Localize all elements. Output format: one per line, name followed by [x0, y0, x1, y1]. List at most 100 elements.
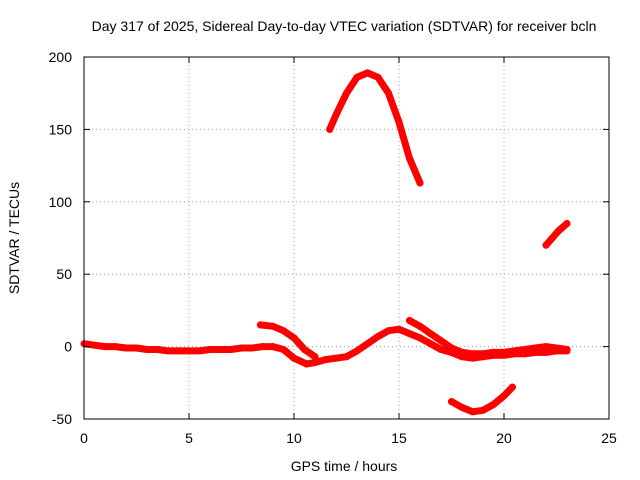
data-point — [385, 89, 392, 97]
data-point — [332, 354, 340, 362]
chart-title: Day 317 of 2025, Sidereal Day-to-day VTE… — [92, 18, 597, 34]
data-point — [112, 343, 119, 351]
data-point — [101, 343, 109, 351]
y-tick-label: 50 — [56, 266, 72, 282]
data-point — [416, 179, 424, 187]
data-point — [238, 344, 245, 352]
grid-layer — [84, 57, 609, 419]
data-point — [548, 234, 556, 242]
data-point — [353, 73, 361, 81]
data-point — [500, 348, 508, 356]
data-point — [280, 346, 287, 353]
data-point — [385, 327, 392, 335]
x-tick-label: 15 — [391, 430, 407, 446]
data-point — [469, 350, 476, 358]
data-point — [364, 340, 371, 348]
y-tick-label: 100 — [49, 194, 73, 210]
data-point — [490, 401, 497, 408]
data-point — [469, 408, 476, 416]
data-point — [511, 347, 518, 355]
data-point — [427, 340, 434, 348]
data-point — [143, 346, 151, 353]
data-point — [311, 359, 319, 366]
data-point — [458, 348, 466, 356]
data-point — [301, 346, 308, 353]
data-point — [343, 353, 350, 361]
series-layer — [80, 69, 571, 416]
data-point — [133, 344, 140, 352]
data-point — [269, 322, 277, 330]
data-point — [343, 89, 350, 97]
ticks-layer: 0 5 10 15 20 25 -50 0 50 100 150 200 — [49, 49, 617, 446]
data-point — [542, 348, 550, 356]
data-point — [353, 347, 361, 355]
data-point — [206, 346, 214, 353]
y-tick-label: 0 — [64, 339, 72, 355]
data-point — [374, 333, 382, 340]
data-point — [290, 354, 298, 362]
data-point — [296, 357, 304, 365]
data-point — [185, 347, 193, 355]
data-point — [532, 344, 539, 352]
series-high-arc — [326, 69, 424, 187]
data-point — [395, 325, 403, 333]
data-point — [437, 346, 445, 353]
data-point — [164, 347, 172, 355]
data-point — [303, 360, 311, 368]
data-point — [406, 317, 413, 324]
data-point — [490, 348, 497, 356]
x-tick-label: 0 — [80, 430, 88, 446]
data-point — [521, 346, 529, 353]
data-point — [563, 220, 571, 227]
x-axis-label: GPS time / hours — [291, 458, 398, 474]
data-point — [508, 383, 516, 391]
data-point — [196, 347, 203, 355]
data-point — [553, 344, 560, 352]
data-point — [322, 356, 329, 364]
data-point — [248, 344, 256, 352]
data-point — [406, 330, 413, 338]
series-late-rise — [542, 220, 571, 249]
data-point — [500, 392, 508, 400]
data-point — [542, 343, 550, 351]
data-point — [458, 403, 466, 411]
data-point — [427, 330, 434, 338]
data-point — [416, 322, 424, 330]
data-point — [280, 327, 287, 335]
x-tick-label: 5 — [185, 430, 193, 446]
data-point — [437, 337, 445, 345]
data-point — [256, 321, 264, 329]
data-point — [91, 341, 98, 349]
series-upper-branch-16h — [406, 317, 571, 358]
y-tick-label: -50 — [52, 411, 72, 427]
data-point — [448, 398, 455, 406]
data-point — [217, 346, 224, 353]
data-point — [227, 346, 235, 353]
x-tick-label: 20 — [496, 430, 512, 446]
data-point — [563, 346, 571, 353]
data-point — [479, 406, 487, 414]
x-tick-label: 10 — [286, 430, 302, 446]
data-point — [374, 73, 382, 81]
data-point — [154, 346, 161, 353]
data-point — [406, 154, 413, 162]
data-point — [364, 69, 371, 77]
data-point — [175, 347, 182, 355]
data-point — [122, 344, 130, 352]
y-axis-label: SDTVAR / TECUs — [6, 182, 22, 294]
data-point — [395, 118, 403, 126]
data-point — [448, 344, 455, 352]
x-tick-label: 25 — [601, 430, 617, 446]
data-point — [555, 227, 563, 235]
data-point — [332, 111, 340, 119]
data-point — [542, 241, 550, 249]
data-point — [311, 353, 319, 361]
plot-frame — [83, 56, 610, 420]
data-point — [326, 125, 334, 133]
data-point — [416, 334, 424, 342]
data-point — [479, 350, 487, 358]
data-point — [269, 343, 277, 351]
y-tick-label: 150 — [49, 121, 73, 137]
data-point — [290, 334, 298, 342]
